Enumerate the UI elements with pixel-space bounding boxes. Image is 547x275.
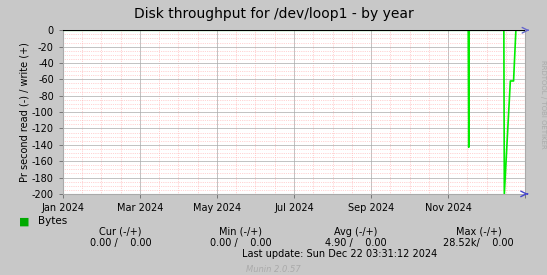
Text: RRDTOOL / TOBI OETIKER: RRDTOOL / TOBI OETIKER: [540, 60, 546, 149]
Text: 28.52k/    0.00: 28.52k/ 0.00: [443, 238, 514, 248]
Text: Cur (-/+): Cur (-/+): [99, 227, 142, 237]
Text: Min (-/+): Min (-/+): [219, 227, 262, 237]
Text: 0.00 /    0.00: 0.00 / 0.00: [210, 238, 271, 248]
Text: Disk throughput for /dev/loop1 - by year: Disk throughput for /dev/loop1 - by year: [133, 7, 414, 21]
Text: Last update: Sun Dec 22 03:31:12 2024: Last update: Sun Dec 22 03:31:12 2024: [242, 249, 437, 259]
Text: ■: ■: [19, 216, 30, 226]
Text: 4.90 /    0.00: 4.90 / 0.00: [325, 238, 386, 248]
Text: 0.00 /    0.00: 0.00 / 0.00: [90, 238, 151, 248]
Y-axis label: Pr second read (-) / write (+): Pr second read (-) / write (+): [19, 42, 29, 182]
Text: Avg (-/+): Avg (-/+): [334, 227, 377, 237]
Text: Bytes: Bytes: [38, 216, 67, 226]
Text: Max (-/+): Max (-/+): [456, 227, 502, 237]
Text: Munin 2.0.57: Munin 2.0.57: [246, 265, 301, 274]
